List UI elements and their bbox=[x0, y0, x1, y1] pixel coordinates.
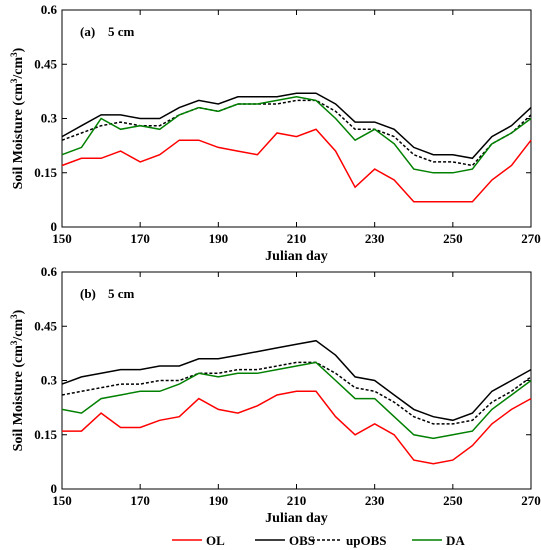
series-line-da bbox=[61, 96, 532, 174]
legend-label-upobs: upOBS bbox=[346, 533, 386, 548]
y-axis-title-superscript: 3 bbox=[9, 52, 19, 57]
x-axis-title: Julian day bbox=[265, 511, 328, 526]
legend-label-obs: OBS bbox=[289, 533, 315, 548]
series-line-ol bbox=[61, 128, 532, 203]
y-axis-title-part: Soil Moisture (cm bbox=[11, 345, 26, 452]
x-tick-label: 170 bbox=[130, 493, 150, 508]
x-tick-label: 150 bbox=[52, 231, 72, 246]
legend-label-ol: OL bbox=[206, 533, 225, 548]
y-tick-label: 0.45 bbox=[34, 318, 57, 333]
plot-frame bbox=[61, 9, 532, 228]
x-tick-label: 190 bbox=[209, 493, 229, 508]
y-tick-label: 0.6 bbox=[41, 2, 58, 17]
depth-label: 5 cm bbox=[108, 286, 135, 301]
legend: OL OBS upOBS DA bbox=[172, 533, 465, 548]
y-axis-title-part: ) bbox=[11, 309, 26, 314]
y-axis-title-part: /cm bbox=[11, 56, 26, 79]
series-line-ol bbox=[62, 390, 532, 465]
panel-label: (b) bbox=[80, 286, 96, 301]
series-line-da bbox=[61, 361, 532, 440]
x-tick-label: 250 bbox=[443, 231, 463, 246]
x-tick-label: 270 bbox=[521, 231, 541, 246]
y-axis-title: Soil Moisture (cm3/cm3) bbox=[9, 47, 26, 189]
x-tick-label: 270 bbox=[521, 493, 541, 508]
x-tick-label: 190 bbox=[209, 231, 229, 246]
y-tick-label: 0 bbox=[51, 481, 58, 496]
series-line-obs bbox=[61, 92, 532, 160]
x-tick-label: 230 bbox=[365, 493, 385, 508]
y-tick-label: 0.45 bbox=[34, 56, 57, 71]
y-tick-label: 0 bbox=[51, 219, 58, 234]
series-line-upobs bbox=[61, 361, 532, 425]
y-axis-title-part: /cm bbox=[11, 318, 26, 341]
y-tick-label: 0.15 bbox=[34, 165, 57, 180]
series-line-obs bbox=[61, 339, 532, 422]
panel-b: 150 170 190 210 230 250 270 0 0.15 0.3 0.45 0.6 Juli… bbox=[9, 264, 541, 526]
x-axis-title: Julian day bbox=[265, 249, 328, 264]
legend-label-da: DA bbox=[446, 533, 465, 548]
x-tick-label: 250 bbox=[443, 493, 463, 508]
x-tick-label: 150 bbox=[52, 493, 72, 508]
x-tick-label: 210 bbox=[287, 493, 307, 508]
y-tick-label: 0.3 bbox=[41, 373, 58, 388]
y-tick-label: 0.3 bbox=[41, 111, 58, 126]
panel-a: 150 170 190 210 230 250 270 0 0.15 0.3 0.45 0.6 Juli… bbox=[9, 2, 541, 264]
y-axis-title-part: Soil Moisture (cm bbox=[11, 83, 26, 190]
x-tick-label: 210 bbox=[287, 231, 307, 246]
y-axis-title-superscript: 3 bbox=[9, 78, 19, 83]
y-axis-title: Soil Moisture (cm3/cm3) bbox=[9, 309, 26, 451]
y-axis-title-superscript: 3 bbox=[9, 340, 19, 345]
y-axis-title-part: ) bbox=[11, 47, 26, 52]
x-tick-label: 230 bbox=[365, 231, 385, 246]
plot-frame bbox=[61, 271, 532, 490]
depth-label: 5 cm bbox=[108, 24, 135, 39]
y-tick-label: 0.15 bbox=[34, 427, 57, 442]
y-axis-title-superscript: 3 bbox=[9, 314, 19, 319]
panel-label: (a) bbox=[80, 24, 95, 39]
y-tick-label: 0.6 bbox=[41, 264, 58, 279]
x-tick-label: 170 bbox=[130, 231, 150, 246]
